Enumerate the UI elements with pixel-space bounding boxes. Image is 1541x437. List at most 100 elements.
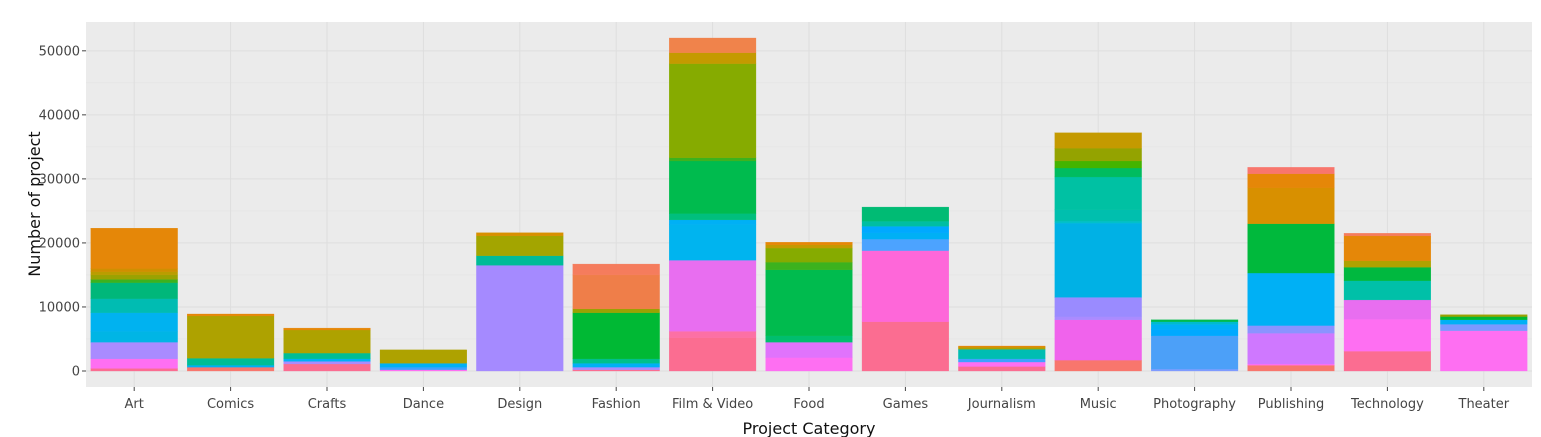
bar-segment[interactable]: [958, 358, 1046, 363]
bar-segment[interactable]: [476, 255, 564, 266]
bar-segment[interactable]: [958, 366, 1046, 372]
bar-segment[interactable]: [476, 232, 564, 237]
bar-segment[interactable]: [669, 260, 757, 332]
bar-segment[interactable]: [1343, 299, 1431, 320]
bar-segment[interactable]: [958, 361, 1046, 367]
bar-segment[interactable]: [1054, 176, 1142, 210]
bar-segment[interactable]: [1151, 329, 1239, 336]
bar-segment[interactable]: [861, 321, 949, 372]
bar-segment[interactable]: [283, 358, 371, 362]
bar-segment[interactable]: [283, 361, 371, 365]
bar-segment[interactable]: [765, 242, 853, 245]
bar-segment[interactable]: [1440, 324, 1528, 331]
bar-segment[interactable]: [90, 282, 178, 299]
bar-segment[interactable]: [379, 366, 467, 370]
bar-segment[interactable]: [90, 368, 178, 372]
bar-segment[interactable]: [1440, 314, 1528, 317]
bar-segment[interactable]: [187, 365, 275, 368]
bar-segment[interactable]: [1151, 335, 1239, 370]
bar-segment[interactable]: [861, 250, 949, 322]
bar-segment[interactable]: [669, 213, 757, 221]
bar-segment[interactable]: [958, 345, 1046, 348]
bar-segment[interactable]: [379, 349, 467, 364]
bar-segment[interactable]: [187, 366, 275, 372]
bar-segment[interactable]: [958, 347, 1046, 350]
bar-segment[interactable]: [765, 244, 853, 249]
bar-segment[interactable]: [1247, 363, 1335, 366]
bar-segment[interactable]: [1247, 272, 1335, 326]
bar-segment[interactable]: [861, 206, 949, 222]
bar-segment[interactable]: [1054, 297, 1142, 317]
bar-segment[interactable]: [1343, 267, 1431, 281]
bar-segment[interactable]: [90, 312, 178, 332]
bar-segment[interactable]: [1247, 167, 1335, 174]
bar-segment[interactable]: [1440, 319, 1528, 325]
bar-segment[interactable]: [1151, 368, 1239, 372]
bar-segment[interactable]: [1247, 187, 1335, 224]
bar-segment[interactable]: [572, 369, 660, 372]
bar-segment[interactable]: [1151, 324, 1239, 330]
bar-segment[interactable]: [669, 63, 757, 158]
bar-segment[interactable]: [1054, 220, 1142, 224]
bar-segment[interactable]: [1247, 173, 1335, 189]
bar-segment[interactable]: [572, 312, 660, 359]
bar-segment[interactable]: [572, 274, 660, 310]
bar-segment[interactable]: [1247, 365, 1335, 372]
bar-segment[interactable]: [765, 247, 853, 263]
bar-segment[interactable]: [861, 226, 949, 233]
bar-segment[interactable]: [283, 327, 371, 331]
bar-segment[interactable]: [476, 235, 564, 256]
bar-segment[interactable]: [90, 342, 178, 359]
bar-segment[interactable]: [765, 342, 853, 358]
bar-segment[interactable]: [1247, 333, 1335, 365]
bar-segment[interactable]: [669, 160, 757, 214]
bar-segment[interactable]: [572, 358, 660, 364]
bar-segment[interactable]: [1343, 233, 1431, 237]
bar-segment[interactable]: [187, 315, 275, 359]
bar-segment[interactable]: [861, 238, 949, 251]
bar-segment[interactable]: [572, 363, 660, 368]
bar-segment[interactable]: [283, 329, 371, 354]
bar-segment[interactable]: [1343, 280, 1431, 301]
bar-segment[interactable]: [1054, 359, 1142, 372]
bar-segment[interactable]: [187, 358, 275, 366]
bar-segment[interactable]: [90, 274, 178, 280]
bar-segment[interactable]: [1151, 319, 1239, 322]
bar-segment[interactable]: [90, 228, 178, 269]
bar-segment[interactable]: [669, 331, 757, 338]
bar-segment[interactable]: [572, 366, 660, 370]
bar-segment[interactable]: [669, 219, 757, 225]
bar-segment[interactable]: [1054, 160, 1142, 169]
bar-segment[interactable]: [90, 331, 178, 343]
bar-segment[interactable]: [669, 224, 757, 261]
bar-segment[interactable]: [90, 271, 178, 276]
bar-segment[interactable]: [1054, 132, 1142, 149]
bar-segment[interactable]: [1343, 260, 1431, 268]
bar-segment[interactable]: [765, 269, 853, 336]
bar-segment[interactable]: [1054, 209, 1142, 222]
bar-segment[interactable]: [1343, 318, 1431, 352]
bar-segment[interactable]: [765, 357, 853, 372]
bar-segment[interactable]: [1151, 321, 1239, 325]
bar-segment[interactable]: [90, 268, 178, 272]
bar-segment[interactable]: [669, 52, 757, 64]
bar-segment[interactable]: [1054, 147, 1142, 162]
bar-segment[interactable]: [861, 220, 949, 227]
bar-segment[interactable]: [669, 157, 757, 162]
bar-segment[interactable]: [1054, 167, 1142, 178]
bar-segment[interactable]: [1343, 350, 1431, 372]
bar-segment[interactable]: [1054, 319, 1142, 361]
bar-segment[interactable]: [1440, 330, 1528, 372]
bar-segment[interactable]: [1247, 325, 1335, 334]
bar-segment[interactable]: [1343, 235, 1431, 262]
bar-segment[interactable]: [572, 308, 660, 313]
bar-segment[interactable]: [476, 265, 564, 372]
bar-segment[interactable]: [765, 335, 853, 343]
bar-segment[interactable]: [1247, 223, 1335, 274]
bar-segment[interactable]: [379, 363, 467, 368]
bar-segment[interactable]: [861, 232, 949, 240]
bar-segment[interactable]: [1440, 316, 1528, 320]
bar-segment[interactable]: [90, 358, 178, 369]
bar-segment[interactable]: [1054, 222, 1142, 298]
bar-segment[interactable]: [283, 352, 371, 359]
